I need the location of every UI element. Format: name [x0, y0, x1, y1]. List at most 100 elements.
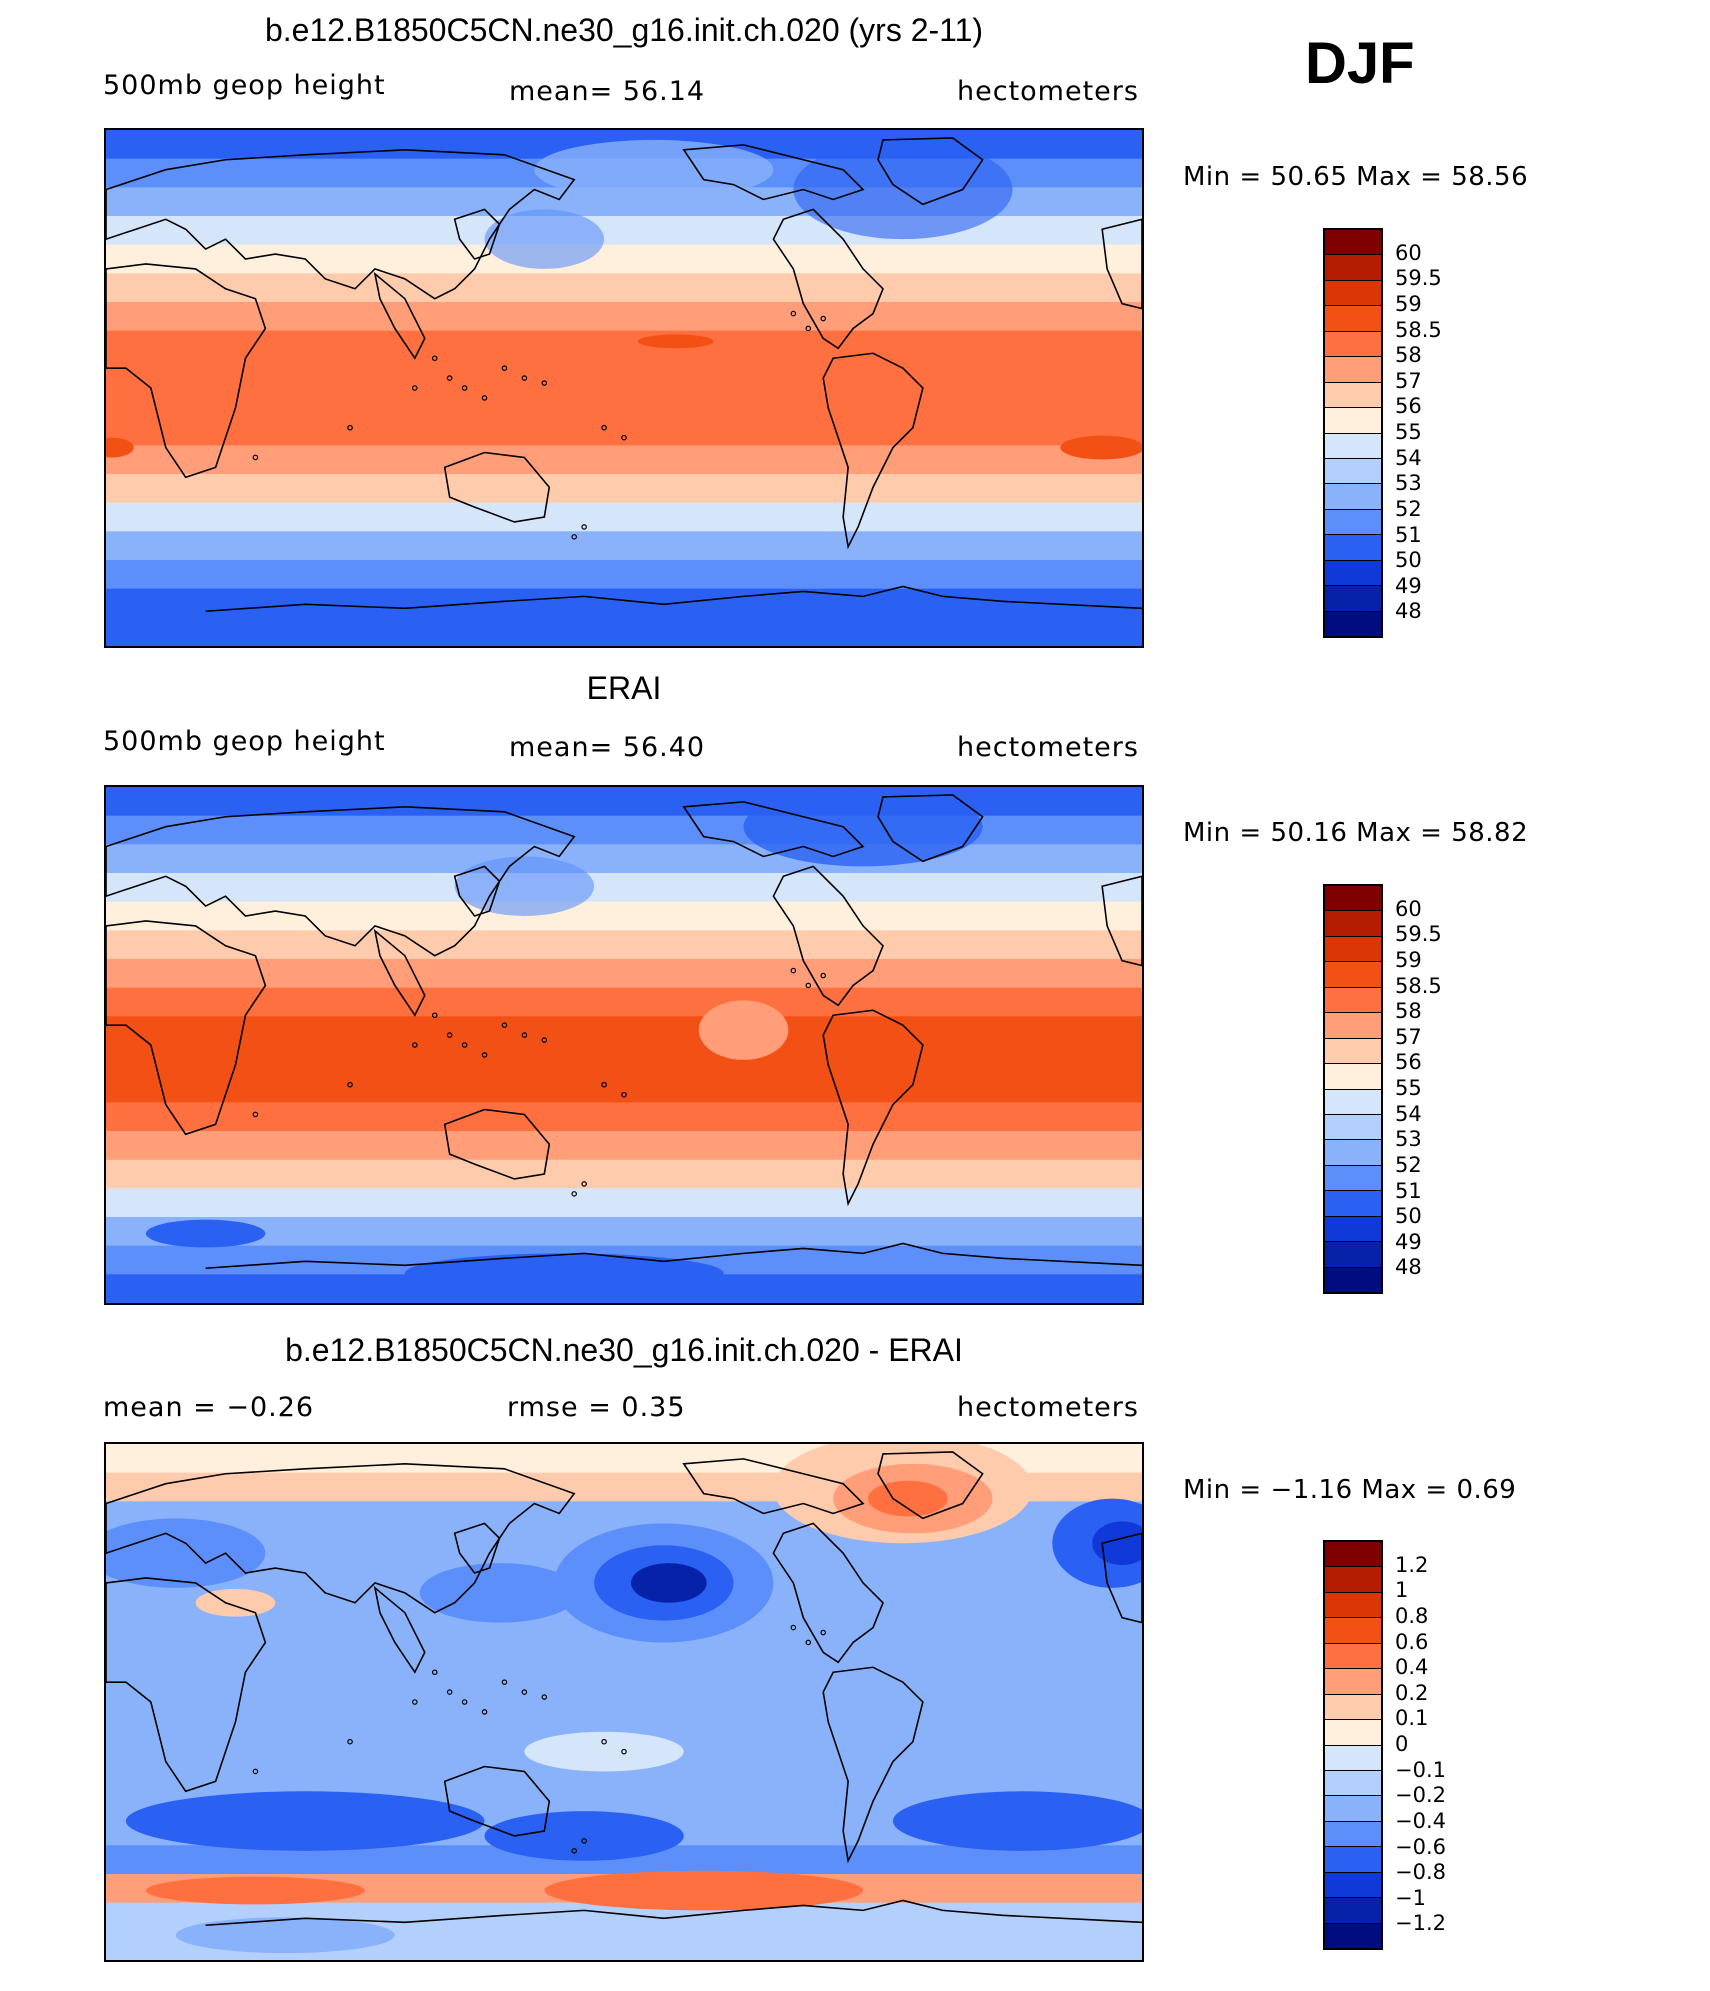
- colorbar-tick-label: 59.5: [1395, 266, 1442, 291]
- colorbar-tick-label: 0.8: [1395, 1603, 1429, 1628]
- island: [431, 355, 438, 362]
- zonal-band: [106, 1216, 1142, 1247]
- colorbar-tick-label: 1: [1395, 1578, 1409, 1603]
- zonal-band: [106, 930, 1142, 960]
- island: [431, 1012, 438, 1019]
- coastline: [106, 263, 267, 479]
- colorbar-swatch: [1325, 1542, 1381, 1568]
- coastline: [106, 1577, 267, 1793]
- zonal-band: [106, 1102, 1142, 1132]
- colorbar-tick-label: 59: [1395, 947, 1422, 972]
- colorbar-swatch: [1325, 1089, 1381, 1115]
- colorbar-tick-label: 54: [1395, 1101, 1422, 1126]
- colorbar-swatch: [1325, 1796, 1381, 1822]
- island: [790, 310, 797, 317]
- island: [601, 1081, 607, 1088]
- map-obs: [104, 785, 1144, 1305]
- colorbar-tick-label: 58: [1395, 343, 1422, 368]
- blobs-model: [106, 139, 1142, 460]
- panel-left-label-model: 500mb geop height: [103, 70, 386, 101]
- island: [820, 1629, 827, 1636]
- zonal-band: [106, 958, 1142, 989]
- colorbar-tick-label: 0.6: [1395, 1629, 1429, 1654]
- colorbar-swatch: [1325, 382, 1381, 409]
- island: [461, 1042, 468, 1048]
- island: [461, 385, 468, 391]
- coastline: [1101, 1532, 1142, 1624]
- colorbar-swatch: [1325, 1165, 1381, 1192]
- island: [790, 967, 797, 974]
- island: [501, 1022, 508, 1028]
- zonal-band: [106, 1159, 1142, 1190]
- colorbar-tick-label: 53: [1395, 1127, 1422, 1152]
- zonal-bands-obs: [106, 787, 1142, 1303]
- zonal-band: [106, 1045, 1142, 1075]
- map-svg-diff: [106, 1444, 1142, 1960]
- colorbar-tick-label: 52: [1395, 496, 1422, 521]
- colorbar-swatch: [1325, 936, 1381, 963]
- colorbar-swatch: [1325, 458, 1381, 485]
- zonal-band: [106, 844, 1142, 874]
- colorbar-swatch: [1325, 1567, 1381, 1593]
- colorbar-tick-label: 60: [1395, 896, 1422, 921]
- island: [790, 1624, 797, 1631]
- colorbar-tick-label: −0.2: [1395, 1783, 1446, 1808]
- colorbar-tick-label: 48: [1395, 599, 1422, 624]
- colorbar-tick-label: 49: [1395, 573, 1422, 598]
- island: [501, 1679, 508, 1685]
- coastlines-model: [106, 137, 1142, 613]
- map-diff: [104, 1442, 1144, 1962]
- coastline: [877, 1451, 984, 1520]
- island: [601, 1738, 607, 1745]
- colorbar-tick-label: 56: [1395, 1050, 1422, 1075]
- colorbar-obs: [1323, 884, 1383, 1294]
- colorbar-swatch: [1325, 1643, 1381, 1670]
- coastline: [443, 1108, 551, 1180]
- colorbar-swatch: [1325, 306, 1381, 332]
- island: [805, 325, 812, 332]
- island: [541, 1694, 548, 1700]
- colorbar-tick-label: 53: [1395, 471, 1422, 496]
- zonal-band: [106, 531, 1142, 561]
- colorbar-tick-label: 50: [1395, 548, 1422, 573]
- island: [621, 1091, 627, 1098]
- island: [446, 1689, 453, 1695]
- colorbar-swatch: [1325, 962, 1381, 988]
- island: [252, 1111, 259, 1118]
- colorbar-tick-label: 0: [1395, 1732, 1409, 1756]
- island: [805, 982, 812, 989]
- coastlines-diff: [106, 1451, 1142, 1927]
- panel-units-model: hectometers: [957, 76, 1139, 107]
- colorbar-swatch: [1325, 255, 1381, 281]
- coastline: [373, 1585, 426, 1674]
- coastline: [453, 208, 501, 260]
- island: [446, 375, 453, 381]
- colorbar-swatch: [1325, 1745, 1381, 1771]
- colorbar-tick-label: −0.1: [1395, 1757, 1446, 1782]
- warm-anomaly-edge: [106, 437, 134, 458]
- zonal-band: [106, 873, 1142, 903]
- colorbar-swatch: [1325, 433, 1381, 459]
- coastline: [682, 1458, 865, 1515]
- colorbar-swatch: [1325, 1114, 1381, 1141]
- island: [412, 1042, 418, 1048]
- panel-units-diff: hectometers: [957, 1392, 1139, 1423]
- colorbar-tick-label: 59.5: [1395, 922, 1442, 947]
- colorbar-swatch: [1325, 484, 1381, 510]
- colorbar-model: [1323, 228, 1383, 638]
- colorbar-tick-label: −1.2: [1395, 1911, 1446, 1936]
- colorbar-tick-label: 60: [1395, 240, 1422, 265]
- coastline: [682, 801, 865, 858]
- colorbar-swatch: [1325, 1064, 1381, 1090]
- colorbar-tick-label: −0.8: [1395, 1860, 1446, 1885]
- zonal-band: [106, 815, 1142, 846]
- colorbar-swatch: [1325, 535, 1381, 561]
- zonal-band: [106, 559, 1142, 590]
- cool-spot-east-pacific: [698, 1000, 789, 1060]
- island: [820, 315, 827, 322]
- island: [541, 380, 548, 386]
- island: [521, 1689, 528, 1695]
- island: [571, 534, 577, 540]
- zonal-band: [106, 901, 1142, 932]
- colorbar-swatch: [1325, 408, 1381, 434]
